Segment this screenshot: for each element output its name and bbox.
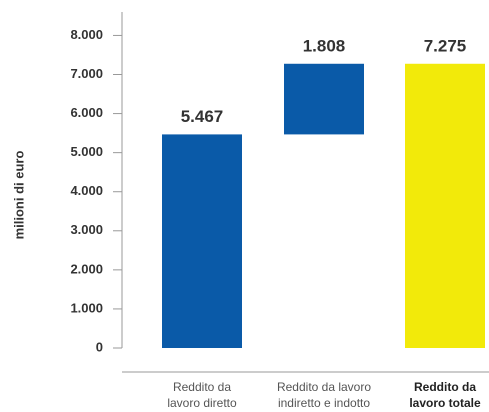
x-tick-label-line: Reddito da	[173, 380, 231, 394]
y-tick-label: 0	[96, 339, 103, 354]
y-tick-label: 5.000	[70, 144, 103, 159]
value-label: 7.275	[424, 36, 467, 55]
x-tick-label-line: lavoro diretto	[167, 396, 237, 410]
y-tick-label: 4.000	[70, 183, 103, 198]
y-tick-label: 2.000	[70, 261, 103, 276]
y-axis-label: milioni di euro	[11, 151, 26, 240]
y-tick-label: 1.000	[70, 300, 103, 315]
y-tick-label: 8.000	[70, 27, 103, 42]
x-tick-label: Reddito da lavoro diretto	[167, 380, 237, 410]
x-tick-label-line: lavoro totale	[409, 396, 481, 410]
bar	[405, 63, 485, 348]
x-tick-label-line: Reddito da	[414, 380, 476, 394]
x-tick-label-line: indiretto e indotto	[278, 396, 370, 410]
bar	[284, 63, 364, 135]
y-tick-label: 3.000	[70, 222, 103, 237]
y-tick-label: 7.000	[70, 66, 103, 81]
y-tick-label: 6.000	[70, 105, 103, 120]
x-tick-label: Reddito da lavoro indiretto e indotto	[277, 380, 371, 410]
x-tick-label: Reddito da lavoro totale	[409, 380, 481, 410]
bar	[162, 134, 242, 348]
value-label: 5.467	[181, 107, 224, 126]
value-label: 1.808	[303, 36, 346, 55]
x-tick-label-line: Reddito da lavoro	[277, 380, 371, 394]
